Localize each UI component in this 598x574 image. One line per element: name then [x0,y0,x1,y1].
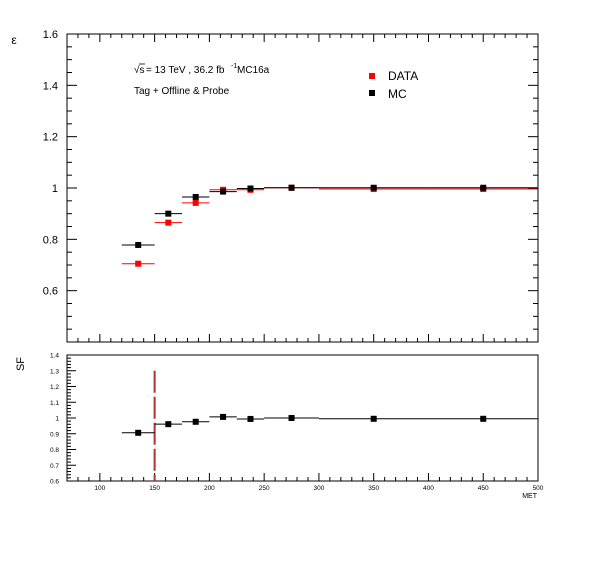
top-data-point [193,200,199,206]
top-data-point [135,261,141,267]
top-data-point [193,194,199,200]
bottom-data-point [371,416,377,422]
bottom-x-axis: 100 150 200 250 300 350 400 450 500 [78,473,544,492]
legend-label-mc: MC [388,87,407,101]
top-data-point [165,211,171,217]
top-data-points [122,185,538,267]
bottom-x-tick-label: 100 [94,485,105,492]
bottom-data-points [122,414,538,436]
bottom-x-tick-label: 200 [204,485,215,492]
top-panel: 0.6 0.8 1 1.2 1.4 1.6 ε √s = 13 TeV , 36.2 fb… [11,29,538,342]
bottom-data-point [165,421,171,427]
top-y-axis-label: ε [11,33,17,47]
top-data-point [220,189,226,195]
bottom-y-tick-label: 0.6 [50,479,59,486]
bottom-y-tick-label: 1.1 [50,400,59,407]
top-y-tick-label: 1.2 [43,132,58,144]
bottom-x-tick-label: 350 [368,485,379,492]
annotation-selection: Tag + Offline & Probe [134,86,230,97]
bottom-data-point [135,430,141,436]
top-data-point [247,186,253,192]
bottom-x-tick-label: 500 [533,485,544,492]
legend-marker-data [369,73,375,79]
bottom-x-tick-label: 450 [478,485,489,492]
bottom-x-axis-label: MET [522,493,538,500]
bottom-y-tick-label: 1.4 [50,353,59,360]
top-data-point [480,185,486,191]
bottom-y-tick-label: 1.3 [50,368,59,375]
bottom-x-tick-label: 300 [314,485,325,492]
top-data-point [371,185,377,191]
legend-marker-mc [369,90,375,96]
bottom-y-axis-label: SF [15,357,27,371]
bottom-x-tick-label: 150 [149,485,160,492]
annotation-campaign: MC16a [237,65,270,76]
top-y-tick-label: 1 [52,183,58,195]
top-y-tick-label: 0.8 [43,234,58,246]
top-data-point [289,185,295,191]
bottom-data-point [289,415,295,421]
bottom-data-point [247,416,253,422]
top-y-tick-label: 1.6 [43,29,58,41]
bottom-data-point [220,414,226,420]
bottom-data-point [480,416,486,422]
top-y-tick-label: 1.4 [43,80,58,92]
legend: DATA MC [369,69,418,101]
bottom-x-tick-label: 250 [259,485,270,492]
annotation-sqrt-s: √s [134,64,145,76]
legend-label-data: DATA [388,69,418,83]
bottom-data-point [193,419,199,425]
bottom-y-tick-label: 1.2 [50,384,59,391]
bottom-y-tick-label: 1 [55,416,59,423]
annotation-energy: = 13 TeV , 36.2 fb [146,65,225,76]
top-data-point [135,242,141,248]
bottom-y-tick-label: 0.9 [50,431,59,438]
top-data-point [165,220,171,226]
bottom-y-tick-label: 0.8 [50,447,59,454]
bottom-x-tick-label: 400 [423,485,434,492]
bottom-y-tick-label: 0.7 [50,463,59,470]
top-y-tick-label: 0.6 [43,286,58,298]
bottom-panel: 0.6 0.7 0.8 0.9 1 1.1 1.2 1.3 1.4 100 150 200 250 30… [15,353,544,501]
bottom-y-axis: 0.6 0.7 0.8 0.9 1 1.1 1.2 1.3 1.4 [50,353,76,486]
